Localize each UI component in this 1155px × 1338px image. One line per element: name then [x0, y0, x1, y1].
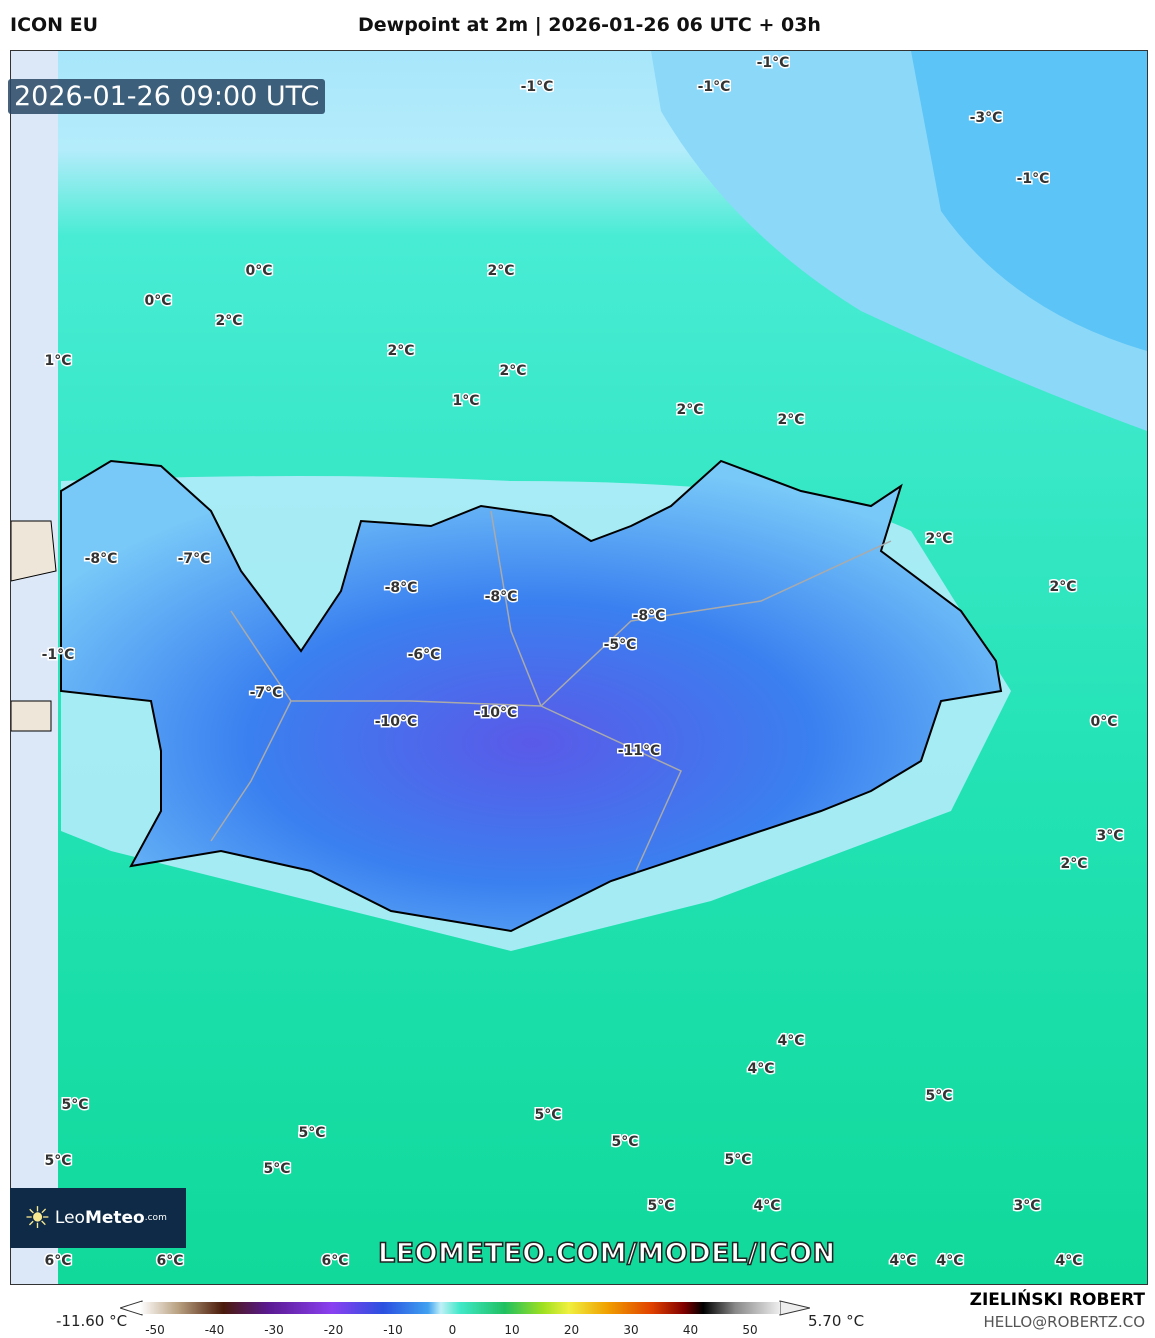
contour-label: -8°C — [633, 608, 666, 624]
contour-label: 2°C — [925, 531, 952, 547]
contour-label: -3°C — [970, 110, 1003, 126]
colorbar-tick: 40 — [682, 1323, 699, 1337]
left-edge-strip — [11, 51, 58, 1284]
contour-label: 3°C — [1013, 1198, 1040, 1214]
logo-text: Leo — [54, 1208, 85, 1228]
contour-label: 2°C — [499, 363, 526, 379]
colorbar-tick: -20 — [323, 1323, 344, 1337]
contour-label: 2°C — [387, 343, 414, 359]
contour-label: 2°C — [1049, 579, 1076, 595]
colorbar-tick: -10 — [383, 1323, 403, 1337]
legend-min: -11.60 °C — [56, 1312, 128, 1330]
contour-label: 5°C — [44, 1153, 71, 1169]
contour-label: -7°C — [178, 551, 211, 567]
colorbar — [140, 1302, 780, 1314]
colorbar-tick: 50 — [742, 1323, 758, 1337]
contour-label: -1°C — [521, 79, 554, 95]
contour-label: 5°C — [724, 1152, 751, 1168]
colorbar-arrows — [120, 1300, 810, 1316]
colorbar-tick: -50 — [145, 1323, 165, 1337]
contour-label: -1°C — [42, 647, 75, 663]
contour-label: -5°C — [604, 637, 637, 653]
contour-label: 4°C — [747, 1061, 774, 1077]
contour-label: 5°C — [611, 1134, 638, 1150]
contour-label: 0°C — [245, 263, 272, 279]
contour-label: 2°C — [676, 402, 703, 418]
colorbar-tick: 30 — [623, 1323, 639, 1337]
logo-text-bold: Meteo — [84, 1208, 145, 1228]
legend-max: 5.70 °C — [808, 1312, 865, 1330]
colorbar-tick: -30 — [264, 1323, 284, 1337]
contour-label: 5°C — [61, 1097, 88, 1113]
contour-label: -1°C — [757, 55, 790, 71]
dewpoint-map[interactable]: -1°C -1°C -1°C -3°C -1°C 0°C 0°C 2°C 2°C 1°C 2°C 2°… — [10, 50, 1148, 1285]
contour-label: 2°C — [1060, 856, 1087, 872]
colorbar-tick: 20 — [563, 1323, 580, 1337]
contour-label: 4°C — [777, 1033, 804, 1049]
greenland-coast — [11, 520, 57, 732]
contour-label: -1°C — [698, 79, 731, 95]
contour-label: 4°C — [936, 1253, 963, 1269]
contour-label: 3°C — [1096, 828, 1123, 844]
model-url: LEOMETEO.COM/MODEL/ICON — [377, 1237, 836, 1270]
borders — [210, 510, 892, 872]
coldest-sea-area — [911, 51, 1147, 351]
contour-label: 6°C — [156, 1253, 183, 1269]
contour-label: 2°C — [215, 313, 242, 329]
contour-label: -10°C — [375, 714, 418, 730]
contour-label: -1°C — [1017, 171, 1050, 187]
contour-label: 5°C — [647, 1198, 674, 1214]
contour-label: 5°C — [298, 1125, 325, 1141]
logo-suffix: .com — [144, 1213, 167, 1223]
leometeo-logo[interactable]: ☀ Leo Meteo .com — [10, 1188, 186, 1248]
contour-label: 6°C — [321, 1253, 348, 1269]
contour-label: -6°C — [408, 647, 441, 663]
contour-label: 2°C — [487, 263, 514, 279]
colorbar-tick: -40 — [204, 1323, 225, 1337]
contour-label: 5°C — [925, 1088, 952, 1104]
colorbar-tick: 0 — [448, 1323, 457, 1337]
contour-label: -10°C — [475, 705, 518, 721]
email: HELLO@ROBERTZ.CO — [983, 1313, 1145, 1331]
contour-label: -8°C — [485, 589, 518, 605]
contour-label: -8°C — [85, 551, 118, 567]
contour-label: -11°C — [618, 743, 661, 759]
contour-label: 1°C — [452, 393, 479, 409]
iceland-landmass — [60, 459, 1003, 933]
valid-time-badge: 2026-01-26 09:00 UTC — [8, 79, 326, 114]
model-name: ICON EU — [10, 14, 99, 36]
contour-label: 1°C — [44, 353, 71, 369]
map-title: Dewpoint at 2m | 2026-01-26 06 UTC + 03h — [358, 14, 821, 36]
contour-label: 6°C — [44, 1253, 71, 1269]
contour-label: 4°C — [753, 1198, 780, 1214]
contour-label: 5°C — [534, 1107, 561, 1123]
contour-label: 2°C — [777, 412, 804, 428]
contour-label: -7°C — [250, 685, 283, 701]
contour-label: 4°C — [1055, 1253, 1082, 1269]
contour-label: -8°C — [385, 580, 418, 596]
author: ZIELIŃSKI ROBERT — [969, 1290, 1145, 1310]
colorbar-tick: 10 — [504, 1323, 520, 1337]
contour-label: 4°C — [889, 1253, 916, 1269]
contour-label: 0°C — [144, 293, 171, 309]
sun-icon: ☀ — [24, 1200, 51, 1236]
contour-label: 0°C — [1090, 714, 1117, 730]
contour-label: 5°C — [263, 1161, 290, 1177]
